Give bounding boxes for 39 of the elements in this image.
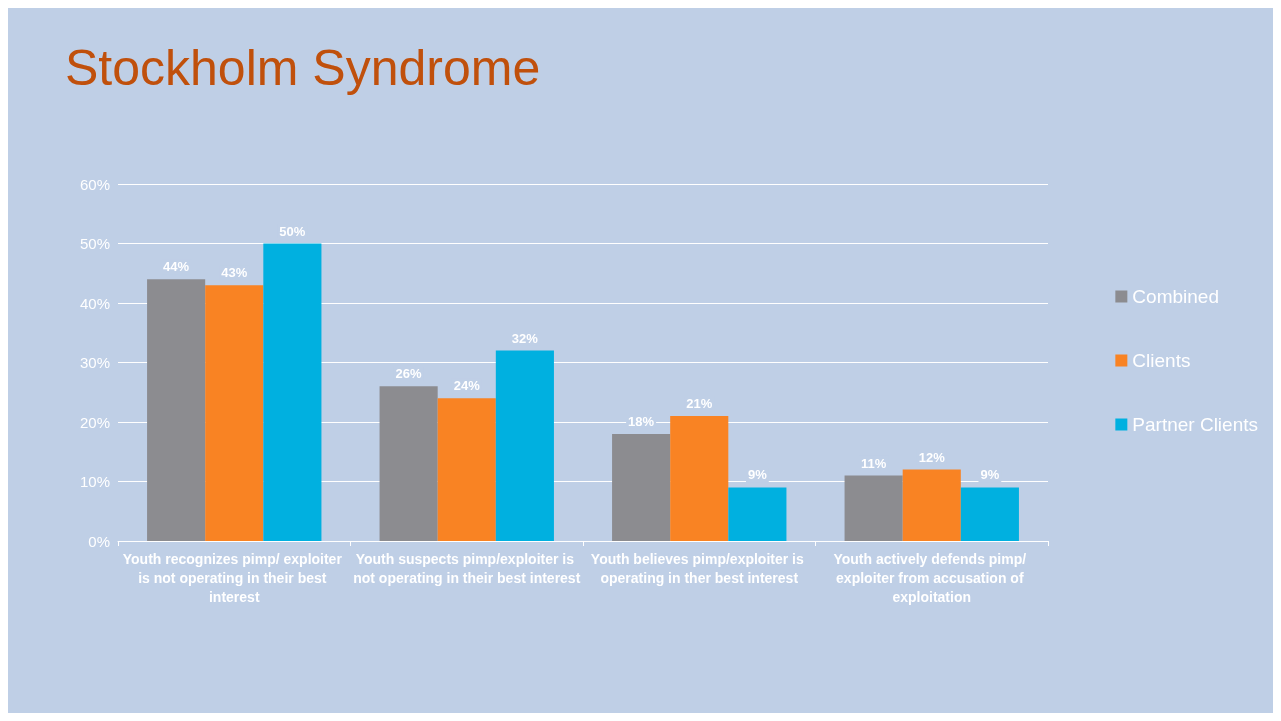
y-tick-label: 60%: [79, 175, 110, 193]
data-label: 18%: [628, 413, 655, 429]
bar: [728, 487, 787, 541]
bar: [147, 279, 206, 541]
data-label: 43%: [221, 265, 248, 281]
y-tick-label: 10%: [79, 473, 110, 490]
bar: [960, 487, 1019, 541]
legend-label: Partner Clients: [1132, 414, 1259, 435]
bar: [263, 243, 322, 541]
chart-title: Stockholm Syndrome: [65, 40, 541, 96]
data-label: 21%: [686, 396, 713, 412]
x-tick-label: Youth recognizes pimp/ exploiter is not operating in their best interest: [122, 550, 346, 605]
data-label: 44%: [163, 259, 190, 275]
data-label: 9%: [747, 467, 768, 483]
y-tick-label: 20%: [79, 413, 110, 431]
bar: [844, 475, 903, 541]
bar: [612, 433, 671, 541]
bar: [437, 398, 496, 541]
data-label: 50%: [279, 223, 306, 239]
data-label: 9%: [980, 467, 1000, 483]
data-label: 24%: [453, 378, 481, 394]
y-tick-label: 50%: [79, 235, 110, 252]
data-label: 26%: [395, 366, 423, 382]
data-label: 32%: [511, 330, 539, 346]
bar: [205, 285, 264, 541]
bar: [902, 469, 961, 541]
data-label: 11%: [860, 455, 887, 471]
bar: [495, 350, 554, 541]
x-tick-label: Youth actively defends pimp/ exploiter from accusation of exploitation: [833, 550, 1031, 605]
data-label: 12%: [918, 449, 946, 465]
y-tick-label: 30%: [79, 354, 110, 371]
legend-label: Clients: [1132, 350, 1191, 371]
bar: [379, 386, 438, 541]
x-tick-label: Youth suspects pimp/exploiter is not operating in their best interest: [353, 550, 581, 586]
legend-label: Combined: [1132, 286, 1219, 307]
bar: [670, 416, 729, 541]
y-tick-label: 40%: [79, 294, 110, 312]
y-tick-label: 0%: [88, 532, 110, 550]
x-tick-label: Youth believes pimp/exploiter is operating in ther best interest: [590, 550, 808, 586]
